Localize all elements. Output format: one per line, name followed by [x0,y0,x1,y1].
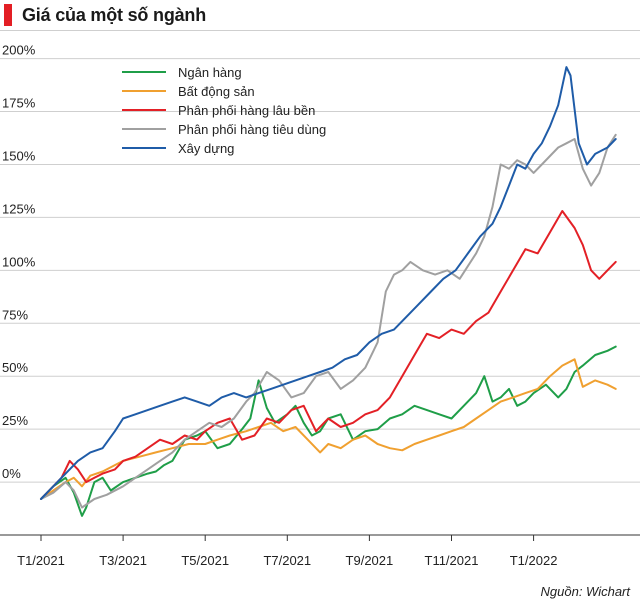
series-line [40,66,617,500]
y-tick-label: 50% [2,360,28,375]
x-tick-label: T5/2021 [181,553,229,568]
legend-label: Ngân hàng [178,65,242,80]
x-tick-label: T9/2021 [346,553,394,568]
x-tick-label: T7/2021 [263,553,311,568]
legend-label: Xây dựng [178,141,234,156]
series-lines [40,66,617,517]
title-bar: Giá của một số ngành [0,0,640,30]
x-tick-label: T1/2022 [510,553,558,568]
y-tick-label: 150% [2,148,36,163]
legend-label: Bất động sản [178,84,255,99]
x-tick-label: T11/2021 [425,553,479,568]
legend: Ngân hàng Bất động sản Phân phối hàng lâu … [122,65,326,156]
y-tick-label: 175% [2,96,36,111]
series-line [40,210,617,500]
series-line [40,133,617,509]
x-tick-label: T3/2021 [99,553,147,568]
title-accent-bar [4,4,12,26]
chart-title: Giá của một số ngành [22,4,207,25]
y-tick-label: 75% [2,307,28,322]
y-tick-label: 125% [2,201,36,216]
series-line [40,345,617,517]
y-tick-label: 0% [2,466,21,481]
x-axis: T1/2021 T3/2021 T5/2021 T7/2021 T9/2021 T11/2… [0,534,640,568]
source-note: Nguồn: Wichart [540,584,630,599]
legend-label: Phân phối hàng tiêu dùng [178,122,326,137]
x-tick-label: T1/2021 [17,553,65,568]
y-tick-label: 100% [2,254,36,269]
y-tick-label: 200% [2,43,36,58]
title-divider [0,30,640,31]
grid-lines [0,58,640,483]
legend-label: Phân phối hàng lâu bền [178,103,315,118]
y-axis-tick-labels: 0% 25% 50% 75% 100% 125% 150% 175% 200% [2,43,36,481]
y-tick-label: 25% [2,413,28,428]
